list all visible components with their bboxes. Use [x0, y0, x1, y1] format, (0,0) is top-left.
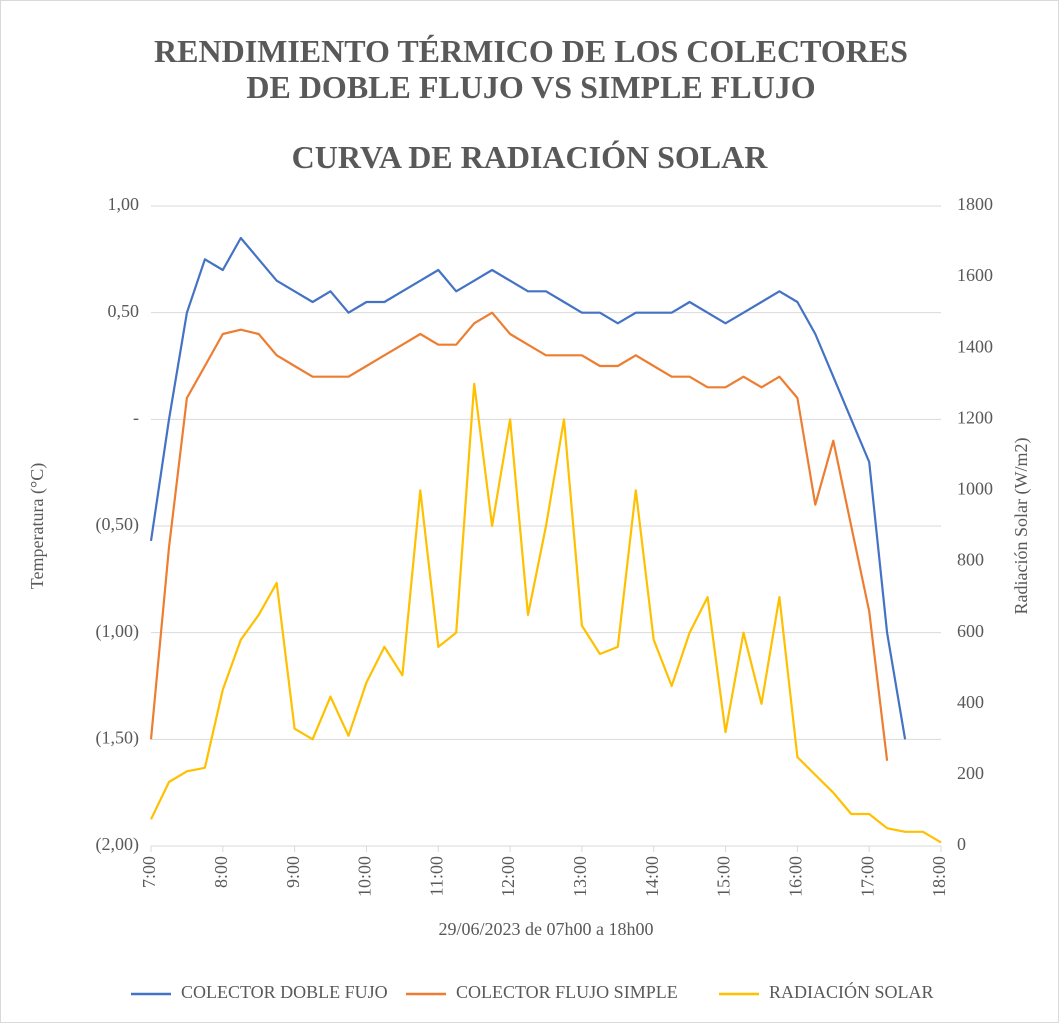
- chart-title: RENDIMIENTO TÉRMICO DE LOS COLECTORES DE…: [154, 33, 908, 105]
- x-tick-label: 10:00: [355, 856, 375, 897]
- y-tick-label: 0,50: [108, 301, 140, 321]
- series-line: [150, 382, 942, 844]
- y2-axis-label: Radiación Solar (W/m2): [1011, 438, 1032, 615]
- y2-tick-label: 1600: [957, 265, 993, 285]
- x-axis-label: 29/06/2023 de 07h00 a 18h00: [439, 919, 654, 939]
- x-tick-label: 16:00: [785, 856, 805, 897]
- y-axis-label: Temperatura (°C): [27, 463, 48, 589]
- y-tick-label: (1,50): [96, 727, 140, 748]
- y2-tick-label: 200: [957, 763, 984, 783]
- y2-tick-label: 1400: [957, 336, 993, 356]
- y2-tick-label: 600: [957, 621, 984, 641]
- y2-tick-label: 1000: [957, 479, 993, 499]
- legend-label: RADIACIÓN SOLAR: [769, 981, 934, 1002]
- x-tick-label: 8:00: [211, 856, 231, 888]
- y2-tick-label: 0: [957, 834, 966, 854]
- x-tick-label: 18:00: [929, 856, 949, 897]
- x-tick-label: 7:00: [139, 856, 159, 888]
- plot-lines: [149, 236, 942, 844]
- series-line: [149, 236, 907, 740]
- legend-label: COLECTOR DOBLE FUJO: [181, 982, 388, 1002]
- series-line: [149, 311, 889, 761]
- legend-label: COLECTOR FLUJO SIMPLE: [456, 982, 678, 1002]
- x-tick-label: 15:00: [714, 856, 734, 897]
- y-tick-label: (0,50): [96, 514, 140, 535]
- x-tick-label: 14:00: [642, 856, 662, 897]
- y2-tick-label: 1200: [957, 407, 993, 427]
- y-tick-label: (2,00): [96, 834, 140, 855]
- x-tick-label: 17:00: [857, 856, 877, 897]
- x-tick-label: 13:00: [570, 856, 590, 897]
- x-tick-label: 12:00: [498, 856, 518, 897]
- y2-tick-label: 1800: [957, 194, 993, 214]
- y-tick-label: -: [133, 407, 139, 427]
- x-tick-label: 9:00: [283, 856, 303, 888]
- y2-tick-label: 800: [957, 550, 984, 570]
- y-tick-label: 1,00: [108, 194, 140, 214]
- y-tick-label: (1,00): [96, 621, 140, 642]
- x-tick-label: 11:00: [426, 856, 446, 896]
- chart-subtitle: CURVA DE RADIACIÓN SOLAR: [291, 139, 768, 175]
- y2-tick-label: 400: [957, 692, 984, 712]
